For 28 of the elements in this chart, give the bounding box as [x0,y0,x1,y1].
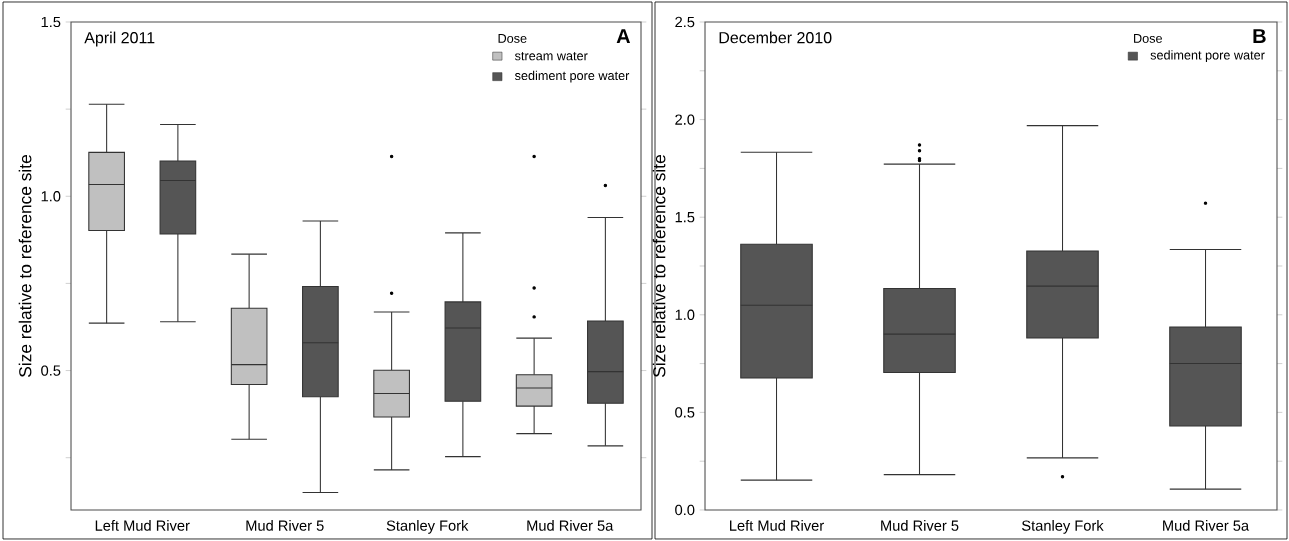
y-tick-label: 1.0 [675,309,695,320]
legend-label: sediment pore water [514,70,630,83]
y-axis-title: Size relative to reference site [652,155,666,377]
x-tick-label: Stanley Fork [1022,520,1104,534]
legend-title: Dose [498,34,527,43]
chart-title: December 2010 [719,31,832,44]
y-tick-label: 2.0 [675,114,695,125]
x-tick-label: Mud River 5a [527,520,614,531]
y-tick-label: 0.5 [41,365,61,376]
x-tick-label: Mud River 5 [881,520,959,531]
x-tick-label: Stanley Fork [386,520,469,534]
y-tick-label: 0.0 [675,504,695,516]
legend-title: Dose [1134,34,1162,43]
y-tick-label: 1.5 [41,16,61,28]
legend-label: stream water [514,51,588,61]
text: April 2011 [84,31,155,47]
y-tick-label: 1.5 [675,212,695,223]
x-tick-label: Left Mud River [730,520,824,531]
y-tick-label: 2.5 [675,16,695,28]
x-tick-label: Left Mud River [95,520,190,531]
y-tick-label: 1.0 [41,191,61,202]
annotation: B [1253,29,1266,43]
x-tick-label: Mud River 5a [1163,520,1250,531]
legend-label: sediment pore water [1150,50,1265,63]
annotation: A [616,29,631,43]
x-tick-label: Mud River 5 [246,520,324,531]
y-tick-label: 0.5 [675,407,695,418]
y-axis-title: Size relative to reference site [18,155,32,377]
